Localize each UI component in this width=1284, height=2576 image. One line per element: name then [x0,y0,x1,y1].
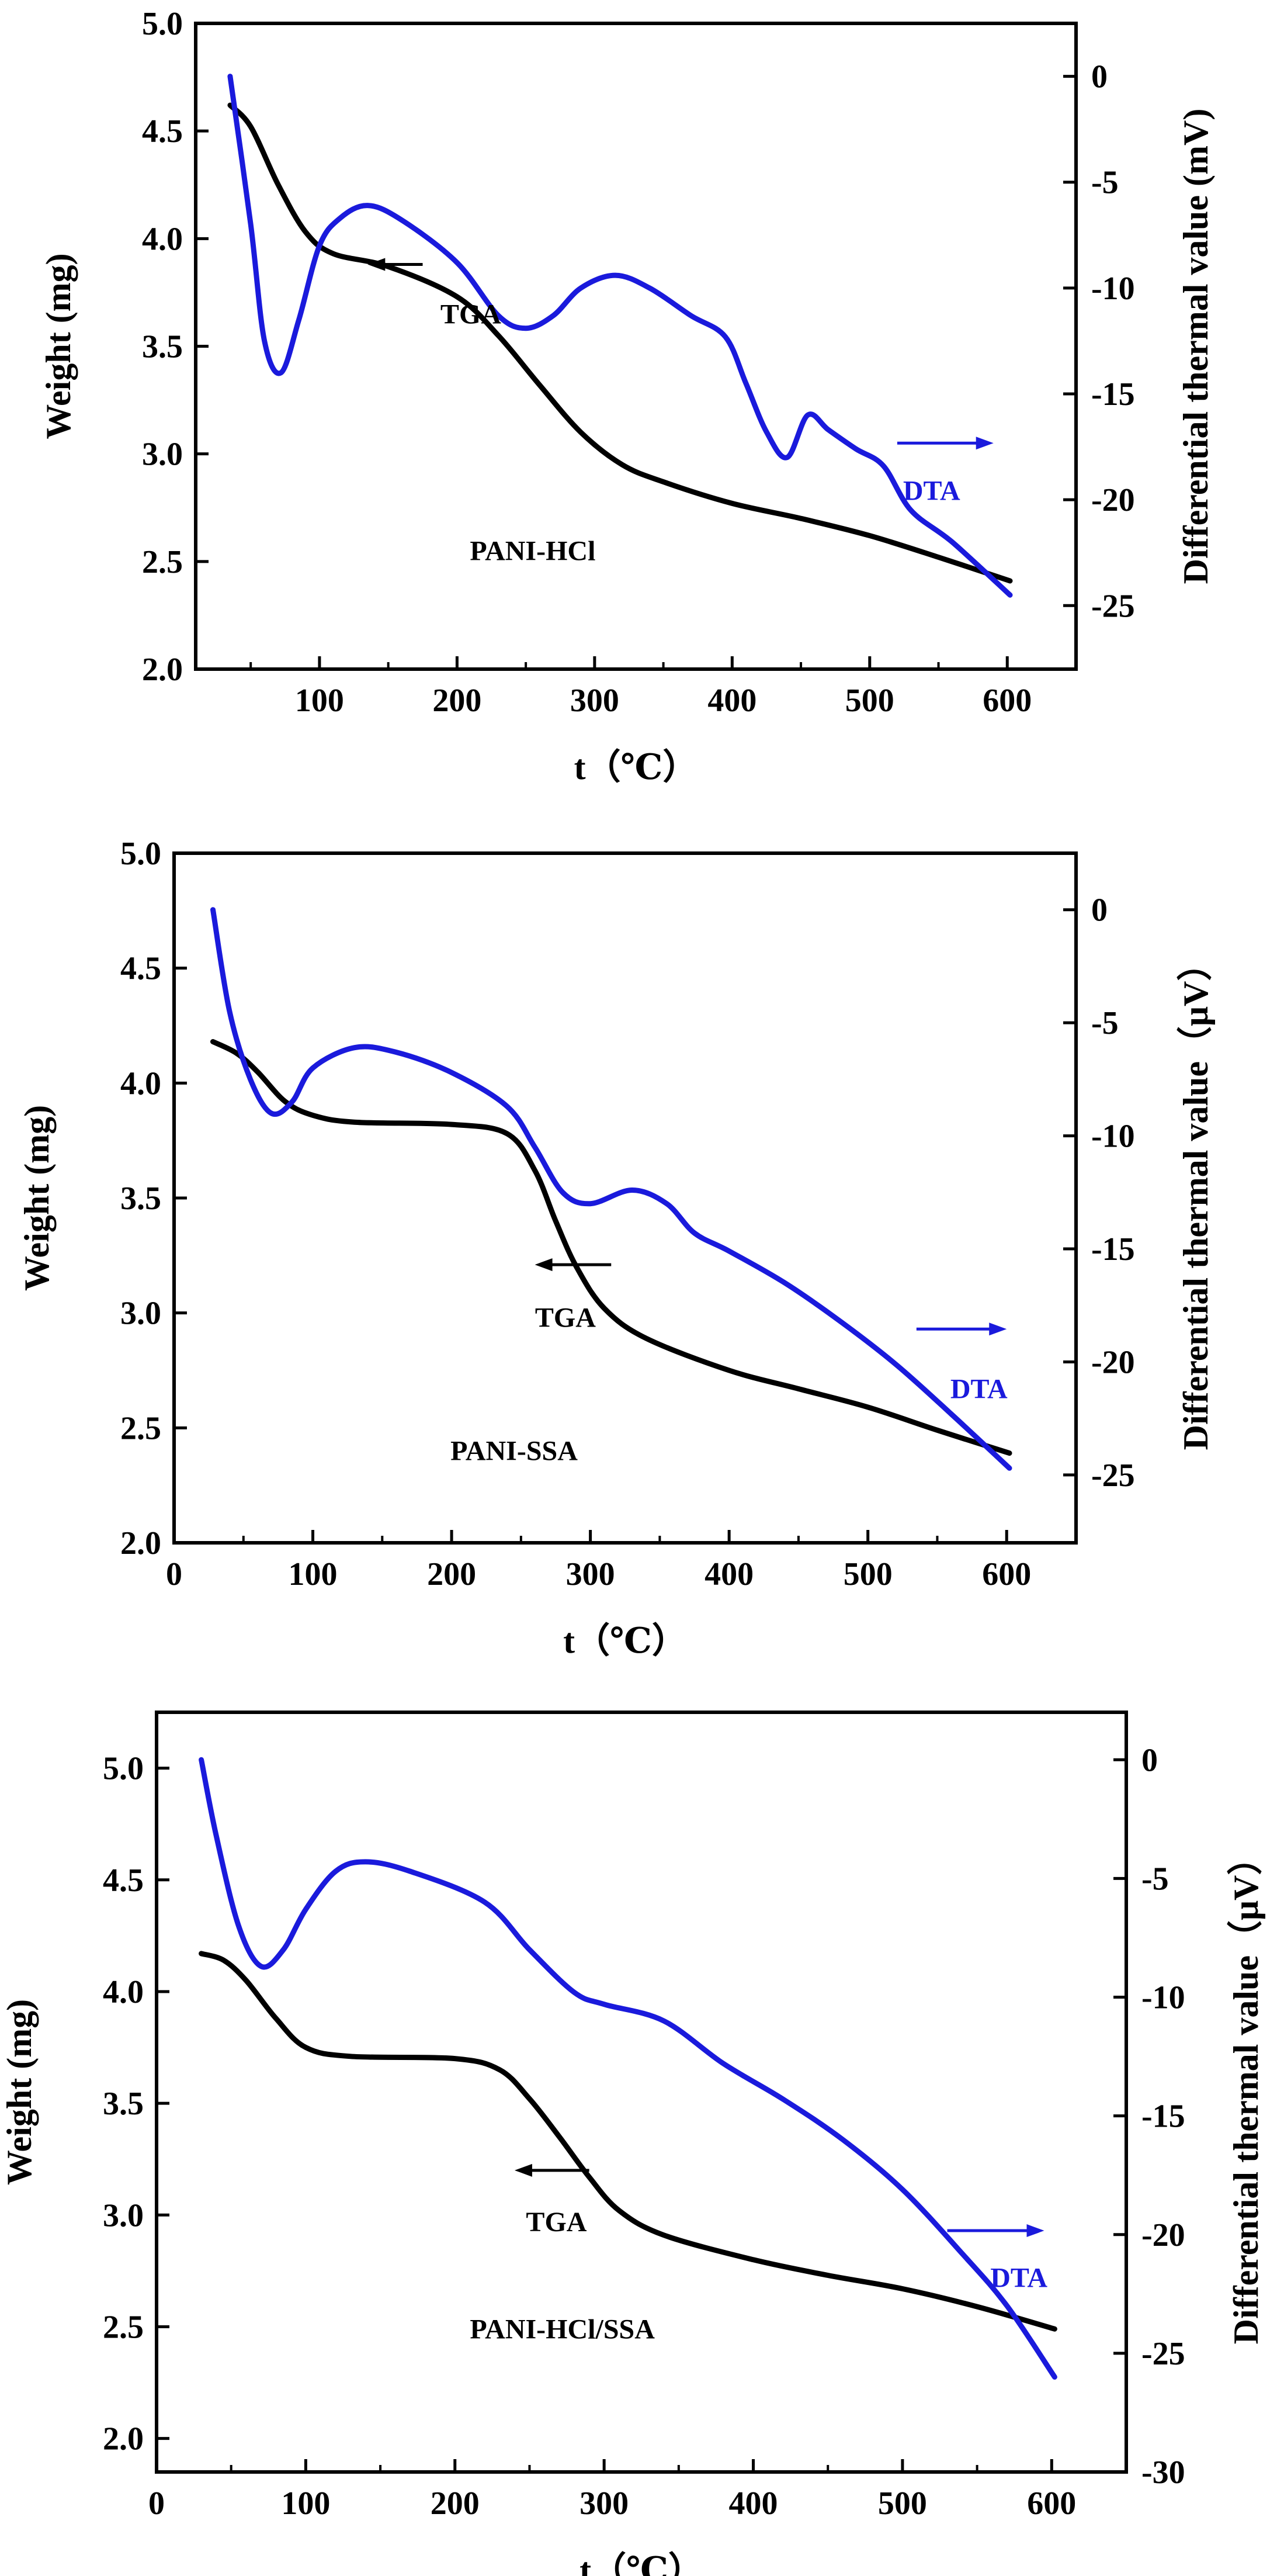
y-tick-label: 3.0 [142,437,183,473]
y2-tick-label: -5 [1091,1005,1119,1041]
annotation-label: TGA [535,1303,596,1334]
y-tick-label: 3.5 [103,2086,144,2122]
y2-tick-label: -5 [1141,1861,1169,1897]
y2-tick-label: -20 [1141,2217,1185,2253]
x-axis-title: t（℃） [579,2550,703,2576]
x-tick-label: 600 [1027,2485,1076,2522]
y-tick-label: 5.0 [120,836,161,872]
y-axis-title: Weight (mg) [0,1999,39,2185]
annotation-label: TGA [526,2207,587,2238]
annotation-label: DTA [903,475,960,506]
y2-axis-title: Differential thermal value (mV) [1177,109,1215,584]
y-tick-label: 5.0 [142,6,183,42]
annotation-label: DTA [990,2262,1047,2293]
y2-axis-title: Differential thermal value（μV） [1226,1840,1265,2345]
y2-tick-label: -30 [1141,2454,1185,2491]
y-tick-label: 2.5 [142,544,183,580]
y-tick-label: 2.5 [120,1410,161,1446]
annotation-label: DTA [950,1373,1008,1404]
arrow-head [976,437,994,450]
x-tick-label: 500 [845,683,894,719]
x-axis-title: t（℃） [574,747,698,787]
x-tick-label: 100 [289,1556,338,1592]
y-tick-label: 3.5 [120,1180,161,1217]
y2-tick-label: -15 [1091,1231,1135,1268]
x-tick-label: 0 [148,2485,165,2522]
plot-frame [155,1711,1128,2474]
y2-tick-label: -15 [1141,2099,1185,2135]
arrow-head [535,1258,553,1272]
series-line-dta [210,907,1012,1471]
chart-panel-3: 0 100 200 300 400 500 600 2.0 2.5 3.0 3.5 4.0 4.5 5.0… [0,1711,1265,2576]
x-tick-label: 100 [295,683,344,719]
annotation-label: PANI-HCl [470,535,595,566]
y2-tick-label: -25 [1091,1457,1135,1494]
x-tick-label: 600 [982,1556,1031,1592]
annotation-label: TGA [440,299,501,330]
x-tick-label: 400 [707,683,756,719]
x-tick-label: 400 [729,2485,778,2522]
y-tick-label: 4.5 [103,1862,144,1899]
y2-tick-label: -10 [1091,271,1135,307]
y2-tick-label: 0 [1091,892,1108,929]
x-tick-label: 500 [878,2485,927,2522]
y-tick-label: 4.0 [142,221,183,257]
y-tick-label: 5.0 [103,1751,144,1787]
y2-tick-label: 0 [1091,59,1108,95]
y-axis-title: Weight (mg) [18,1105,56,1291]
x-tick-label: 100 [281,2485,330,2522]
y2-axis-title: Differential thermal value（μV） [1176,946,1215,1450]
series-line-dta [227,74,1013,598]
y-axis-title: Weight (mg) [39,253,78,439]
x-tick-label: 300 [579,2485,629,2522]
x-tick-label: 300 [566,1556,615,1592]
y2-tick-label: -20 [1091,482,1135,518]
arrow-head [514,2163,532,2177]
chart-panel-1: 100 200 300 400 500 600 2.0 2.5 3.0 3.5 4.0 4.5 5.0 0… [39,6,1215,787]
y-tick-label: 4.0 [120,1065,161,1102]
annotation-label: PANI-HCl/SSA [470,2314,655,2345]
y2-tick-label: -15 [1091,376,1135,413]
y-tick-label: 2.0 [103,2421,144,2457]
chart-panel-2: 0 100 200 300 400 500 600 2.0 2.5 3.0 3.5 4.0 4.5 5.0… [18,836,1215,1660]
y-tick-label: 2.5 [103,2309,144,2345]
y2-tick-label: 0 [1141,1742,1158,1778]
plot-frame [194,22,1078,671]
series-line-tga [227,102,1013,584]
series-line-dta [199,1757,1057,2380]
arrow-head [989,1322,1007,1336]
y2-tick-label: -10 [1141,1980,1185,2016]
y2-tick-label: -25 [1091,588,1135,624]
y-tick-label: 2.0 [142,652,183,688]
annotation-label: PANI-SSA [450,1436,578,1467]
arrow-head [367,258,386,271]
x-tick-label: 200 [432,683,481,719]
x-axis-title: t（℃） [563,1621,687,1660]
y-tick-label: 3.0 [103,2197,144,2234]
plot-frame [172,851,1078,1545]
y2-tick-label: -25 [1141,2336,1185,2372]
y-tick-label: 4.5 [120,951,161,987]
series-line-tga [199,1951,1057,2332]
series-line-tga [210,1039,1012,1456]
y-tick-label: 4.0 [103,1974,144,2010]
y2-tick-label: -10 [1091,1119,1135,1155]
arrow-head [1026,2224,1044,2238]
x-tick-label: 600 [983,683,1032,719]
y-tick-label: 4.5 [142,113,183,150]
x-tick-label: 200 [427,1556,476,1592]
y-tick-label: 2.0 [120,1525,161,1561]
y2-tick-label: -20 [1091,1344,1135,1380]
x-tick-label: 200 [431,2485,480,2522]
y-tick-label: 3.5 [142,329,183,365]
y-tick-label: 3.0 [120,1296,161,1332]
x-tick-label: 0 [166,1556,182,1592]
x-tick-label: 400 [705,1556,754,1592]
x-tick-label: 500 [844,1556,893,1592]
x-tick-label: 300 [570,683,619,719]
y2-tick-label: -5 [1091,165,1119,201]
